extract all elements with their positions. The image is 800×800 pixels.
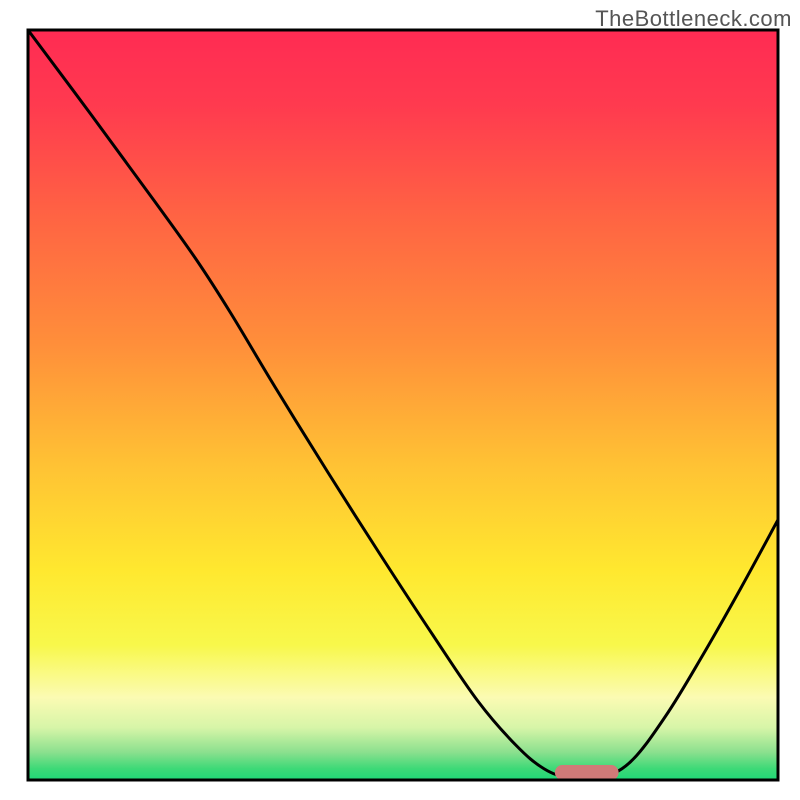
optimal-zone-marker bbox=[555, 765, 619, 780]
bottleneck-chart bbox=[0, 0, 800, 800]
gradient-background bbox=[28, 30, 778, 780]
watermark-label: TheBottleneck.com bbox=[595, 6, 792, 32]
